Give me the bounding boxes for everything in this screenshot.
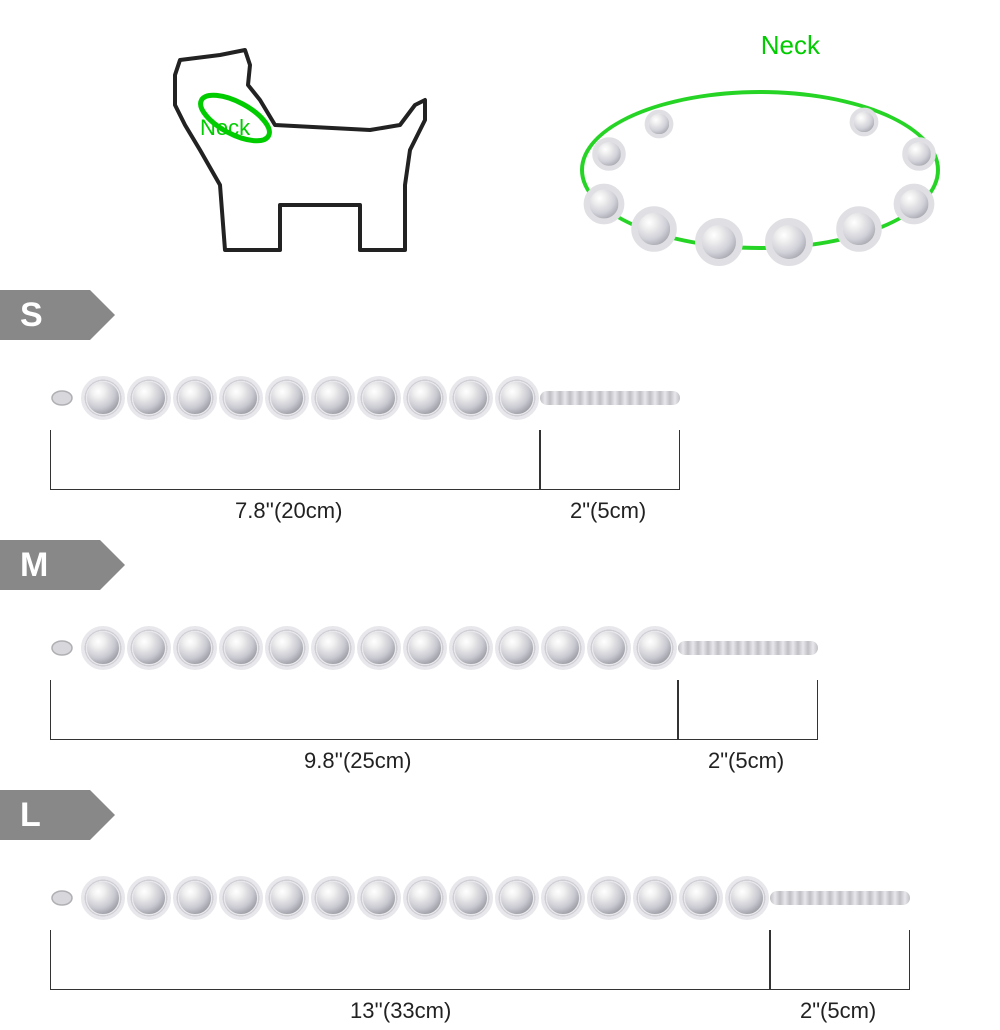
collar-row: 9.8''(25cm) 2"(5cm) (0, 610, 1000, 780)
bead (449, 876, 493, 920)
bead (403, 876, 447, 920)
dimension-line-main (50, 930, 770, 990)
bead (495, 626, 539, 670)
bead (219, 626, 263, 670)
collar-row: 13''(33cm) 2"(5cm) (0, 860, 1000, 1030)
dimension-label-chain: 2"(5cm) (708, 748, 784, 774)
bead (173, 876, 217, 920)
collar-strip (50, 370, 680, 426)
size-badge: M (0, 540, 100, 590)
clasp-icon (50, 637, 80, 659)
bead (495, 876, 539, 920)
clasp-icon (50, 887, 80, 909)
bead (265, 876, 309, 920)
size-section-m: M 9.8''(25cm) 2"(5cm) (0, 540, 1000, 780)
extension-chain (770, 891, 910, 905)
bead (81, 376, 125, 420)
bead (541, 626, 585, 670)
clasp-icon (50, 387, 80, 409)
bead (219, 876, 263, 920)
dog-outline-icon (80, 30, 450, 290)
bead (81, 626, 125, 670)
collar-strip (50, 620, 818, 676)
bead (587, 626, 631, 670)
bead (403, 626, 447, 670)
bead (449, 626, 493, 670)
dimension-label-main: 13''(33cm) (350, 998, 451, 1024)
bead (679, 876, 723, 920)
size-section-l: L 13''(33cm) 2"(5cm) (0, 790, 1000, 1030)
dimension-line-main (50, 430, 540, 490)
bead (725, 876, 769, 920)
size-badge: L (0, 790, 90, 840)
collar-ring-beads (560, 70, 960, 270)
top-section: Neck Neck (0, 0, 1000, 280)
bead (219, 376, 263, 420)
bead (265, 376, 309, 420)
extension-chain (678, 641, 818, 655)
bead (311, 876, 355, 920)
dimension-line-chain (770, 930, 910, 990)
sizes-container: S 7.8''(20cm) 2"(5cm) M 9.8''(25cm) 2"(5cm) L 1… (0, 290, 1000, 1030)
dimension-label-chain: 2"(5cm) (570, 498, 646, 524)
size-badge: S (0, 290, 90, 340)
bead (173, 626, 217, 670)
dimension-label-main: 9.8''(25cm) (304, 748, 411, 774)
dimension-line-chain (540, 430, 680, 490)
bead (587, 876, 631, 920)
dimension-line-main (50, 680, 678, 740)
bead (357, 376, 401, 420)
bead (633, 626, 677, 670)
bead (357, 626, 401, 670)
dimension-label-main: 7.8''(20cm) (235, 498, 342, 524)
collar-product-ring (560, 30, 960, 260)
neck-label-dog: Neck (200, 115, 250, 141)
bead (127, 626, 171, 670)
dimension-label-chain: 2"(5cm) (800, 998, 876, 1024)
bead (81, 876, 125, 920)
bead (633, 876, 677, 920)
bead (541, 876, 585, 920)
bead (311, 376, 355, 420)
bead (357, 876, 401, 920)
bead (449, 376, 493, 420)
collar-row: 7.8''(20cm) 2"(5cm) (0, 360, 1000, 530)
collar-strip (50, 870, 910, 926)
extension-chain (540, 391, 680, 405)
bead (403, 376, 447, 420)
bead (127, 376, 171, 420)
bead (265, 626, 309, 670)
dimension-line-chain (678, 680, 818, 740)
bead (495, 376, 539, 420)
size-section-s: S 7.8''(20cm) 2"(5cm) (0, 290, 1000, 530)
bead (127, 876, 171, 920)
bead (173, 376, 217, 420)
neck-label-collar: Neck (761, 30, 820, 61)
bead (311, 626, 355, 670)
